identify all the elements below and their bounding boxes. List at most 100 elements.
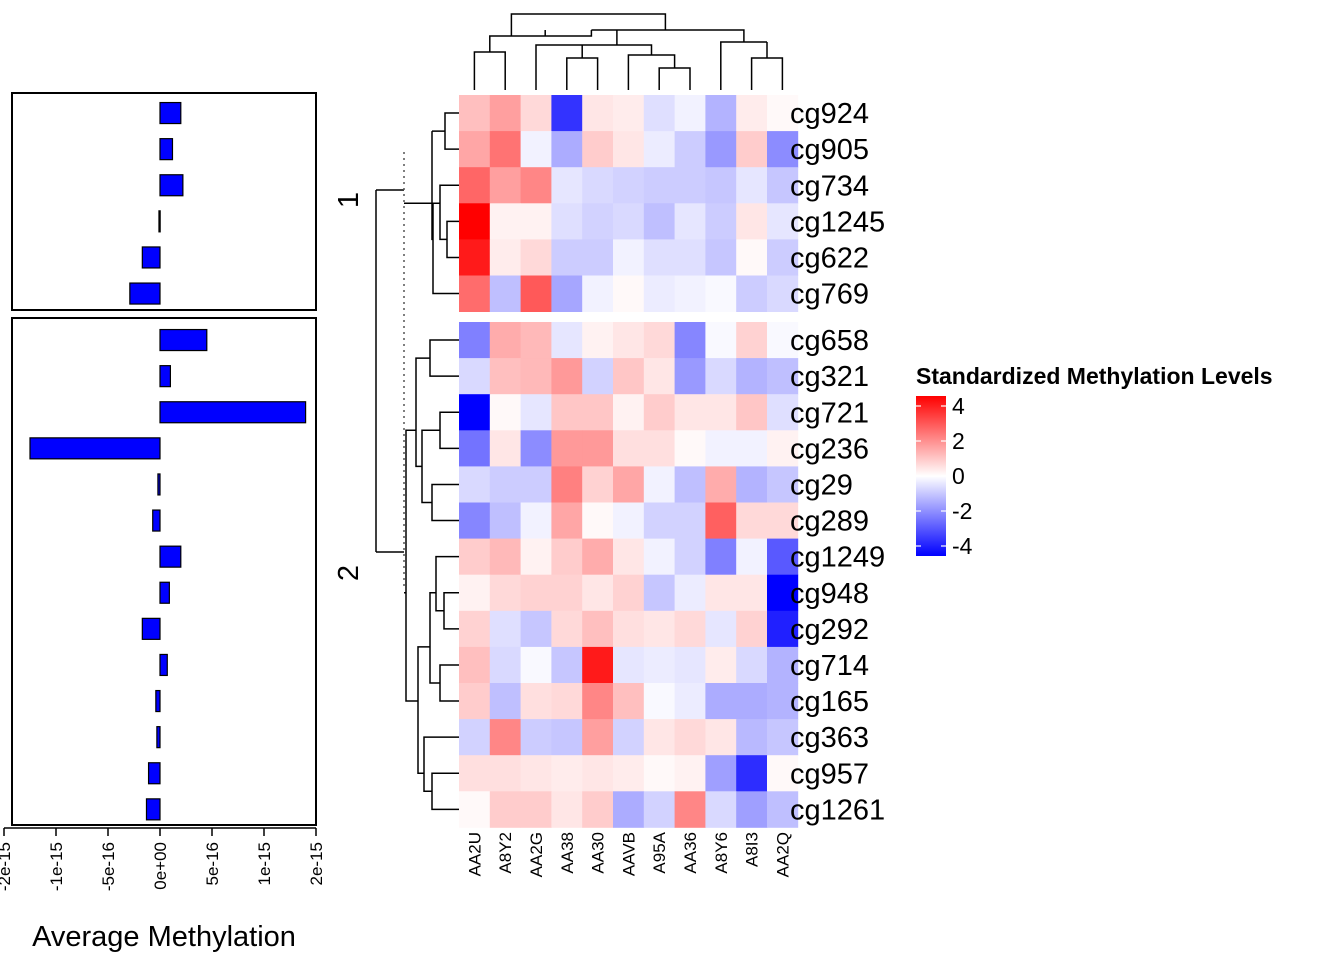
heatmap-cell — [551, 755, 583, 792]
heatmap-cell — [582, 167, 614, 204]
column-label: A8Y2 — [496, 832, 515, 874]
heatmap-cell — [643, 502, 675, 539]
bar — [129, 282, 161, 305]
heatmap-cell — [613, 502, 645, 539]
bar — [159, 653, 168, 677]
heatmap-cell — [643, 203, 675, 240]
heatmap-cell — [767, 755, 799, 792]
heatmap-cell — [551, 683, 583, 720]
heatmap-cell — [459, 466, 491, 503]
heatmap-cell — [582, 646, 614, 684]
heatmap-cell — [551, 239, 583, 276]
heatmap-cell — [551, 791, 583, 828]
bar — [159, 328, 208, 352]
heatmap-cell — [613, 466, 645, 503]
heatmap-cell — [459, 203, 491, 240]
heatmap-cell — [705, 755, 737, 792]
legend-tick-label: 2 — [952, 428, 965, 454]
heatmap-cell — [767, 791, 799, 828]
heatmap-cell — [736, 574, 768, 612]
heatmap-cell — [736, 167, 768, 204]
heatmap-cell — [520, 394, 552, 431]
heatmap-cell — [736, 239, 768, 276]
heatmap-cell — [520, 719, 552, 756]
heatmap-cell — [582, 574, 614, 612]
heatmap-cell — [582, 538, 614, 576]
heatmap-cell — [736, 791, 768, 828]
heatmap-cell — [705, 95, 737, 132]
row-dendrogram-branches — [404, 112, 459, 811]
heatmap-cell — [736, 683, 768, 720]
heatmap-cell — [551, 610, 583, 648]
heatmap-cell — [767, 95, 799, 132]
heatmap-cell — [767, 610, 799, 648]
heatmap-cell — [736, 646, 768, 684]
heatmap-cell — [674, 239, 706, 276]
row-label: cg1249 — [790, 542, 885, 574]
bar — [159, 401, 307, 424]
heatmap-cell — [613, 95, 645, 132]
barplot-tick-label: 0e+00 — [151, 842, 170, 890]
heatmap-cell — [767, 394, 799, 431]
bar — [145, 798, 161, 821]
barplot-panel-1 — [11, 92, 317, 311]
heatmap-cell — [643, 466, 675, 503]
row-label: cg321 — [790, 361, 869, 393]
heatmap-cell — [613, 167, 645, 204]
heatmap-cell — [674, 131, 706, 168]
bar — [156, 726, 161, 749]
heatmap-cell — [613, 719, 645, 756]
heatmap-cell — [551, 466, 583, 503]
heatmap-cell — [767, 358, 799, 395]
heatmap-cell — [459, 95, 491, 132]
heatmap-cell — [705, 538, 737, 576]
bar — [159, 581, 170, 604]
heatmap-cell — [736, 322, 768, 359]
barplot-tick-label: -2e-15 — [0, 842, 14, 891]
heatmap-cell — [459, 791, 491, 828]
heatmap-cell — [551, 646, 583, 684]
heatmap-cell — [459, 538, 491, 576]
bar — [141, 617, 161, 640]
heatmap-cell — [551, 322, 583, 359]
heatmap-cell — [551, 131, 583, 168]
heatmap-cell — [736, 358, 768, 395]
heatmap-cell — [582, 275, 614, 312]
heatmap-cell — [459, 502, 491, 539]
heatmap-cell — [582, 610, 614, 648]
heatmap-cell — [613, 755, 645, 792]
row-label: cg289 — [790, 506, 869, 538]
heatmap-cell — [551, 719, 583, 756]
heatmap-cell — [582, 95, 614, 132]
heatmap-cell — [520, 95, 552, 132]
heatmap-cell — [520, 791, 552, 828]
row-labels: cg924 cg905 cg734 cg1245 cg622 cg769 cg658 cg32… — [790, 98, 885, 826]
heatmap-cell — [613, 358, 645, 395]
average-methylation-barplot: -2e-15 -1e-15 -5e-16 0e+00 5e-16 1e-15 2e-15 A… — [0, 92, 326, 953]
heatmap-cell — [705, 610, 737, 648]
heatmap-cell — [767, 466, 799, 503]
row-label: cg29 — [790, 469, 853, 501]
heatmap-cell — [520, 610, 552, 648]
row-split-label-1: 1 — [333, 192, 365, 208]
heatmap-cell — [767, 683, 799, 720]
barplot-axis-ticks: -2e-15 -1e-15 -5e-16 0e+00 5e-16 1e-15 2e-15 — [0, 828, 326, 891]
heatmap-cell — [643, 358, 675, 395]
heatmap-cell — [582, 131, 614, 168]
row-label: cg236 — [790, 433, 869, 465]
heatmap-cell — [643, 430, 675, 467]
heatmap-cell — [582, 322, 614, 359]
row-label: cg1261 — [790, 794, 885, 826]
heatmap-cell — [489, 683, 521, 720]
heatmap-cell — [674, 610, 706, 648]
heatmap-cell — [674, 394, 706, 431]
column-label: AA30 — [589, 832, 608, 874]
heatmap-cell — [582, 394, 614, 431]
heatmap-cell — [674, 538, 706, 576]
legend-tick-label: 0 — [952, 463, 965, 489]
heatmap-cell — [643, 791, 675, 828]
heatmap-cell — [551, 275, 583, 312]
heatmap-cell — [705, 131, 737, 168]
heatmap-cell — [489, 430, 521, 467]
heatmap-cell — [459, 394, 491, 431]
